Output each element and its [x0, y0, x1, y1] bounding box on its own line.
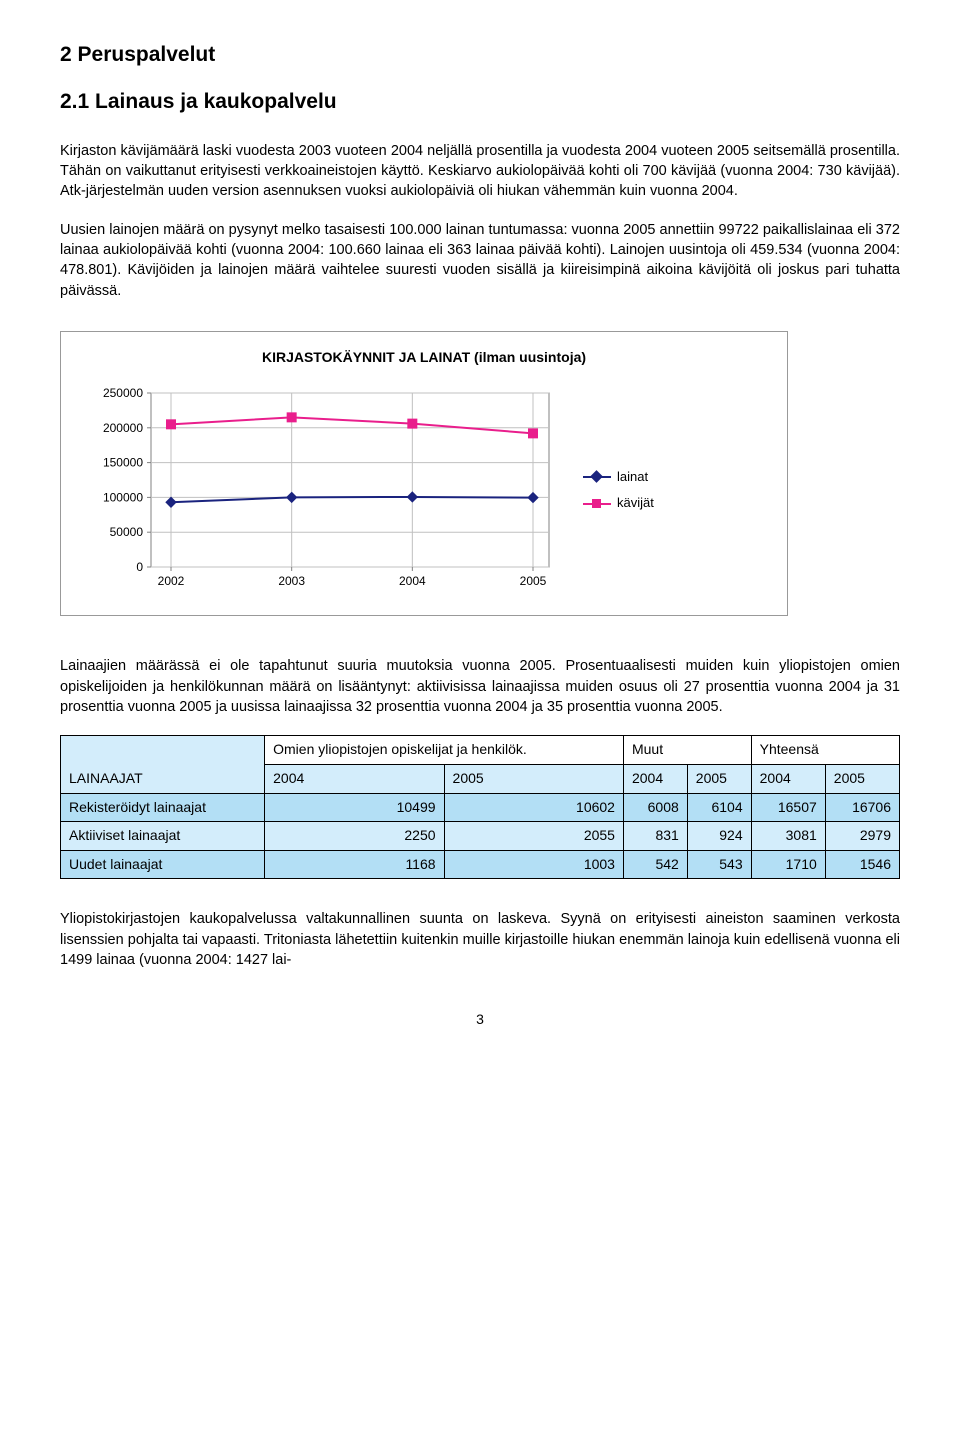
svg-text:250000: 250000 — [103, 386, 143, 400]
table-cell: 2250 — [265, 822, 444, 851]
svg-text:2004: 2004 — [399, 574, 426, 588]
table-cell: 6104 — [687, 793, 751, 822]
svg-text:100000: 100000 — [103, 491, 143, 505]
table-year-header: 2004 — [265, 764, 444, 793]
table-cell: 543 — [687, 850, 751, 879]
table-row: Uudet lainaajat1168100354254317101546 — [61, 850, 900, 879]
table-cell: 16507 — [751, 793, 825, 822]
svg-text:2002: 2002 — [158, 574, 185, 588]
table-cell: 1546 — [825, 850, 899, 879]
paragraph: Uusien lainojen määrä on pysynyt melko t… — [60, 220, 900, 301]
table-cell: 1710 — [751, 850, 825, 879]
table-cell: 924 — [687, 822, 751, 851]
table-group-header: Muut — [623, 736, 751, 765]
table-cell: 16706 — [825, 793, 899, 822]
table-cell: 10499 — [265, 793, 444, 822]
svg-text:2003: 2003 — [278, 574, 305, 588]
table-row-label: Uudet lainaajat — [61, 850, 265, 879]
table-row: Aktiiviset lainaajat22502055831924308129… — [61, 822, 900, 851]
paragraph: Kirjaston kävijämäärä laski vuodesta 200… — [60, 141, 900, 202]
legend-item: kävijät — [583, 494, 654, 512]
table-row-label: Rekisteröidyt lainaajat — [61, 793, 265, 822]
table-year-header: 2004 — [751, 764, 825, 793]
lainaajat-table: LAINAAJAT Omien yliopistojen opiskelijat… — [60, 735, 900, 879]
chart-legend: lainat kävijät — [583, 468, 654, 512]
svg-text:150000: 150000 — [103, 456, 143, 470]
table-year-header: 2005 — [687, 764, 751, 793]
chart-title: KIRJASTOKÄYNNIT JA LAINAT (ilman uusinto… — [89, 348, 759, 368]
table-label-header: LAINAAJAT — [61, 736, 265, 793]
paragraph: Lainaajien määrässä ei ole tapahtunut su… — [60, 656, 900, 717]
svg-text:0: 0 — [136, 560, 143, 574]
svg-text:2005: 2005 — [520, 574, 547, 588]
subsection-heading: 2.1 Lainaus ja kaukopalvelu — [60, 87, 900, 116]
chart-container: KIRJASTOKÄYNNIT JA LAINAT (ilman uusinto… — [60, 331, 788, 617]
table-row-label: Aktiiviset lainaajat — [61, 822, 265, 851]
svg-text:200000: 200000 — [103, 421, 143, 435]
svg-text:50000: 50000 — [110, 526, 144, 540]
line-chart: 0 50000 100000 150000 200000 250000 2002 2003 20… — [89, 385, 559, 595]
table-cell: 3081 — [751, 822, 825, 851]
table-cell: 1168 — [265, 850, 444, 879]
table-group-header: Yhteensä — [751, 736, 899, 765]
table-cell: 2979 — [825, 822, 899, 851]
page-number: 3 — [60, 1010, 900, 1030]
table-year-header: 2005 — [444, 764, 623, 793]
table-cell: 10602 — [444, 793, 623, 822]
table-cell: 542 — [623, 850, 687, 879]
table-cell: 6008 — [623, 793, 687, 822]
table-year-header: 2005 — [825, 764, 899, 793]
legend-item: lainat — [583, 468, 654, 486]
table-row: Rekisteröidyt lainaajat10499106026008610… — [61, 793, 900, 822]
section-heading: 2 Peruspalvelut — [60, 40, 900, 69]
table-cell: 2055 — [444, 822, 623, 851]
table-cell: 831 — [623, 822, 687, 851]
table-cell: 1003 — [444, 850, 623, 879]
table-group-header: Omien yliopistojen opiskelijat ja henkil… — [265, 736, 624, 765]
paragraph: Yliopistokirjastojen kaukopalvelussa val… — [60, 909, 900, 970]
table-year-header: 2004 — [623, 764, 687, 793]
